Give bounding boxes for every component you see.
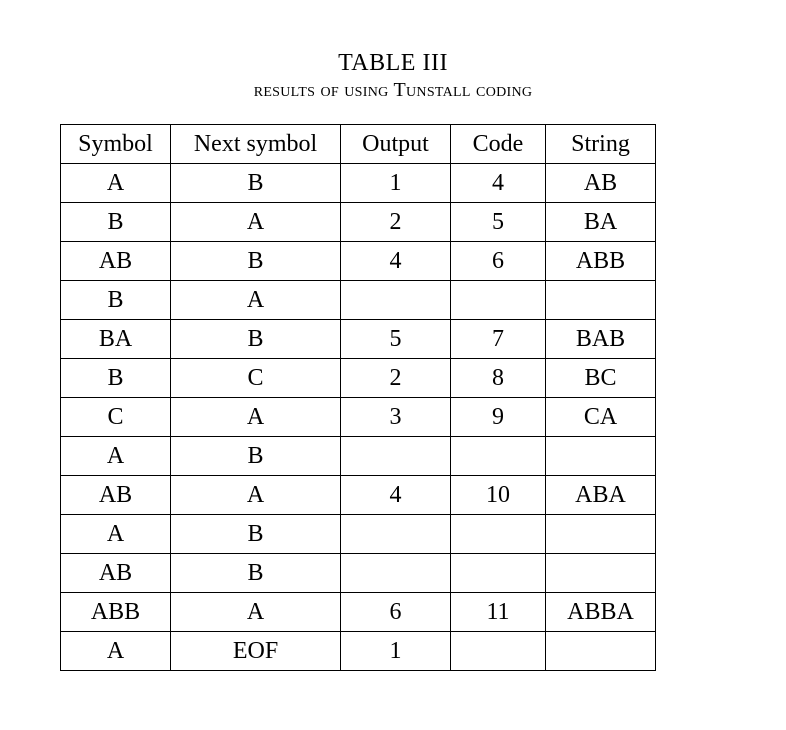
- table-cell: B: [61, 359, 171, 398]
- table-cell: ABB: [61, 593, 171, 632]
- results-table: Symbol Next symbol Output Code String AB…: [60, 124, 656, 671]
- table-row: ABB: [61, 554, 656, 593]
- table-cell: BC: [546, 359, 656, 398]
- table-cell: BA: [61, 320, 171, 359]
- col-header: Code: [451, 125, 546, 164]
- table-row: AB: [61, 515, 656, 554]
- table-cell: [341, 281, 451, 320]
- table-cell: A: [61, 164, 171, 203]
- table-cell: 3: [341, 398, 451, 437]
- table-cell: AB: [546, 164, 656, 203]
- table-row: AB: [61, 437, 656, 476]
- page: TABLE III results of using Tunstall codi…: [0, 0, 786, 671]
- table-cell: ABA: [546, 476, 656, 515]
- col-header: Output: [341, 125, 451, 164]
- table-cell: 6: [341, 593, 451, 632]
- table-cell: A: [171, 203, 341, 242]
- table-cell: A: [61, 437, 171, 476]
- table-cell: A: [171, 281, 341, 320]
- caption-number: TABLE III: [60, 50, 726, 77]
- table-cell: [546, 515, 656, 554]
- table-cell: ABBA: [546, 593, 656, 632]
- table-cell: 4: [341, 242, 451, 281]
- col-header: Symbol: [61, 125, 171, 164]
- table-cell: 11: [451, 593, 546, 632]
- table-cell: [451, 632, 546, 671]
- table-cell: [341, 515, 451, 554]
- table-row: BC28BC: [61, 359, 656, 398]
- table-cell: [451, 515, 546, 554]
- table-cell: 10: [451, 476, 546, 515]
- table-cell: 5: [341, 320, 451, 359]
- table-cell: 7: [451, 320, 546, 359]
- table-cell: B: [171, 164, 341, 203]
- table-cell: [341, 437, 451, 476]
- table-caption: TABLE III results of using Tunstall codi…: [60, 50, 726, 102]
- table-cell: [546, 632, 656, 671]
- table-header-row: Symbol Next symbol Output Code String: [61, 125, 656, 164]
- table-row: ABBA611ABBA: [61, 593, 656, 632]
- table-cell: AB: [61, 554, 171, 593]
- table-cell: B: [171, 515, 341, 554]
- table-cell: C: [61, 398, 171, 437]
- table-cell: [546, 281, 656, 320]
- col-header: Next symbol: [171, 125, 341, 164]
- table-cell: ABB: [546, 242, 656, 281]
- table-row: BAB57BAB: [61, 320, 656, 359]
- table-row: BA: [61, 281, 656, 320]
- table-cell: [546, 554, 656, 593]
- table-cell: A: [171, 398, 341, 437]
- table-cell: [451, 437, 546, 476]
- table-cell: B: [171, 320, 341, 359]
- table-cell: CA: [546, 398, 656, 437]
- table-cell: 1: [341, 164, 451, 203]
- table-cell: B: [171, 437, 341, 476]
- table-row: CA39CA: [61, 398, 656, 437]
- table-cell: 2: [341, 359, 451, 398]
- table-cell: [451, 554, 546, 593]
- table-cell: 4: [341, 476, 451, 515]
- table-row: ABB46ABB: [61, 242, 656, 281]
- table-cell: [451, 281, 546, 320]
- table-cell: A: [171, 476, 341, 515]
- table-cell: B: [171, 242, 341, 281]
- table-cell: [546, 437, 656, 476]
- table-cell: A: [61, 632, 171, 671]
- table-cell: 8: [451, 359, 546, 398]
- table-row: ABA410ABA: [61, 476, 656, 515]
- table-cell: AB: [61, 242, 171, 281]
- table-row: AB14AB: [61, 164, 656, 203]
- table-cell: BA: [546, 203, 656, 242]
- table-cell: 5: [451, 203, 546, 242]
- caption-title: results of using Tunstall coding: [60, 79, 726, 102]
- table-cell: B: [171, 554, 341, 593]
- table-cell: 6: [451, 242, 546, 281]
- table-cell: C: [171, 359, 341, 398]
- table-cell: B: [61, 281, 171, 320]
- table-cell: 9: [451, 398, 546, 437]
- table-cell: 2: [341, 203, 451, 242]
- table-cell: BAB: [546, 320, 656, 359]
- table-cell: EOF: [171, 632, 341, 671]
- table-cell: A: [171, 593, 341, 632]
- table-cell: 4: [451, 164, 546, 203]
- table-cell: [341, 554, 451, 593]
- table-cell: B: [61, 203, 171, 242]
- table-cell: AB: [61, 476, 171, 515]
- col-header: String: [546, 125, 656, 164]
- table-row: AEOF1: [61, 632, 656, 671]
- table-cell: A: [61, 515, 171, 554]
- table-body: AB14ABBA25BAABB46ABBBABAB57BABBC28BCCA39…: [61, 164, 656, 671]
- table-cell: 1: [341, 632, 451, 671]
- table-row: BA25BA: [61, 203, 656, 242]
